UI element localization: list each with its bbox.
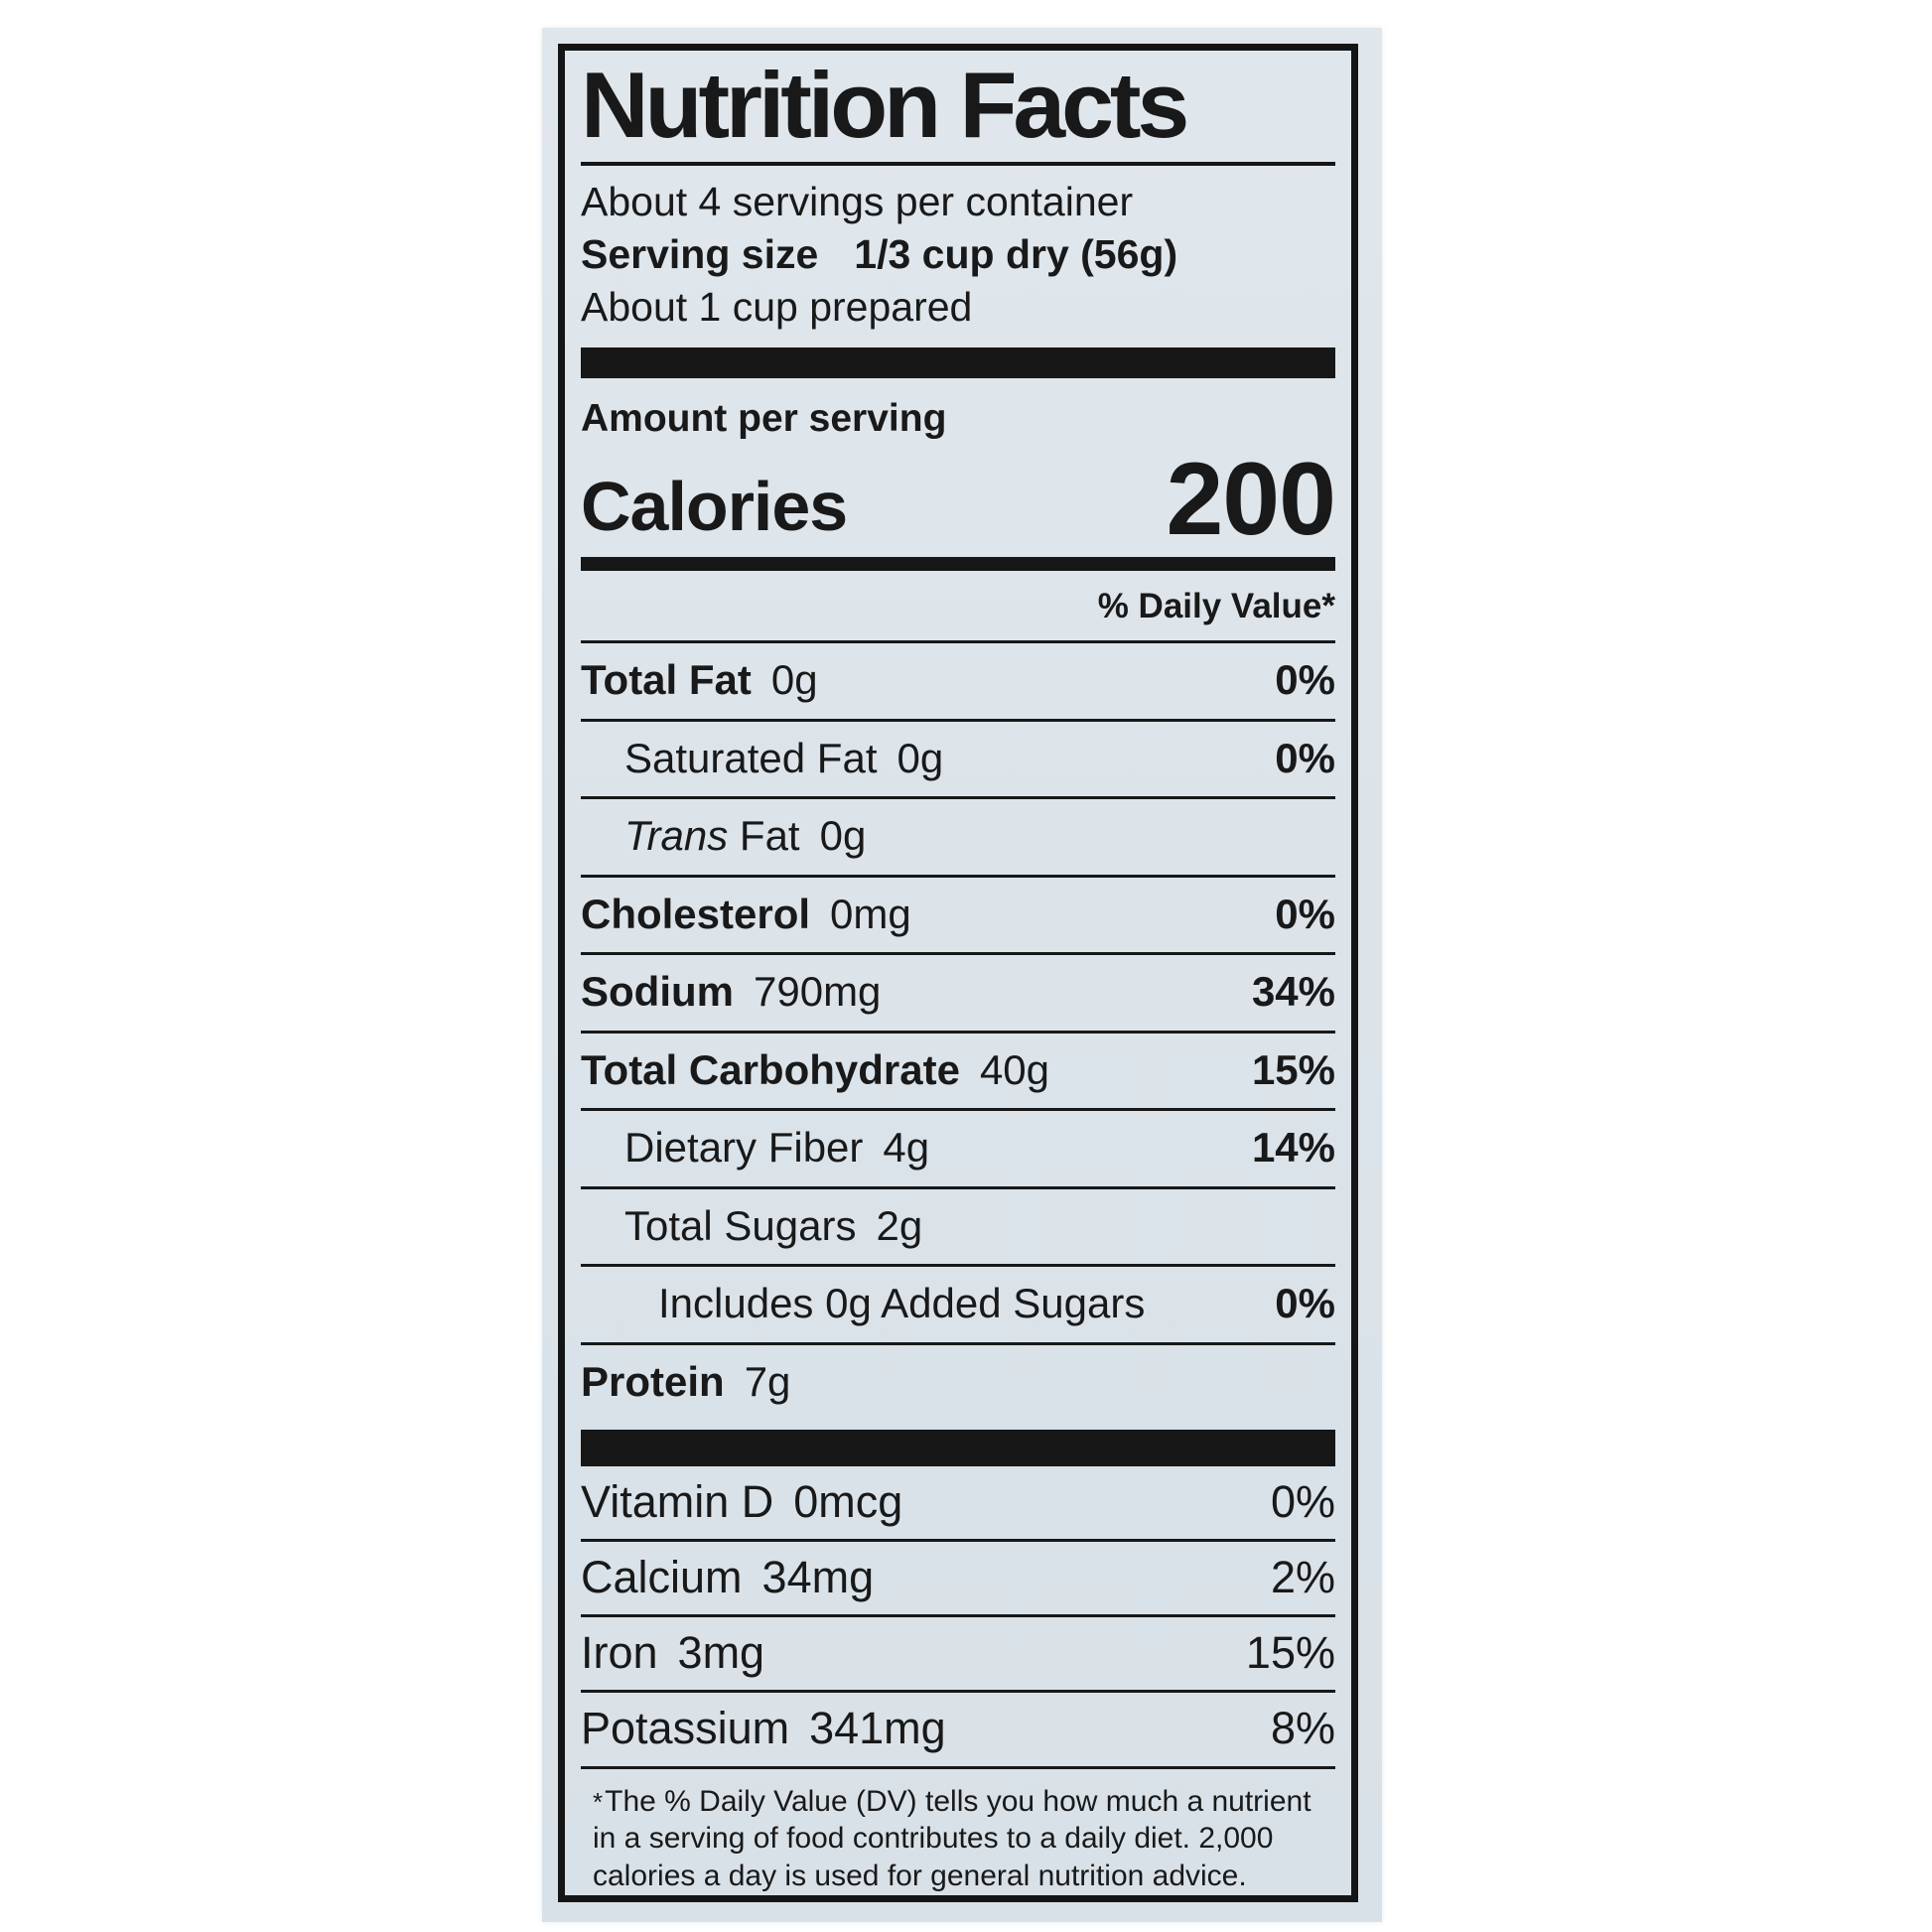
micronutrient-row-calcium: Calcium 34mg 2% <box>581 1538 1335 1614</box>
nutrient-row-total-fat: Total Fat 0g 0% <box>581 640 1335 719</box>
nutrient-name-amount: Total Carbohydrate 40g <box>581 1045 1050 1093</box>
micronutrient-dv: 2% <box>1270 1551 1335 1602</box>
nutrient-row-added-sugars: Includes 0g Added Sugars 0% <box>581 1264 1335 1342</box>
calories-label: Calories <box>581 468 848 545</box>
nutrient-dv: 0% <box>1275 1280 1335 1327</box>
nutrient-row-trans-fat: Trans Fat 0g <box>581 796 1335 875</box>
calories-value: 200 <box>1166 442 1336 558</box>
nutrient-dv: 14% <box>1251 1124 1335 1172</box>
nutrition-label-photo: Nutrition Facts About 4 servings per con… <box>542 28 1382 1922</box>
serving-size-label: Serving size <box>581 230 819 277</box>
nutrient-name-amount: Trans Fat 0g <box>624 812 867 860</box>
nutrient-dv: 34% <box>1251 968 1335 1016</box>
footnote-line: calories a day is used for general nutri… <box>593 1860 1247 1893</box>
amount-per-serving-label: Amount per serving <box>581 397 947 441</box>
calories-row: Calories 200 <box>581 442 1336 558</box>
section-divider-bar-top <box>581 347 1335 379</box>
nutrient-row-dietary-fiber: Dietary Fiber 4g 14% <box>581 1108 1335 1186</box>
calories-divider-bar <box>581 557 1335 572</box>
nutrient-row-sodium: Sodium 790mg 34% <box>581 952 1335 1031</box>
footnote-line: in a serving of food contributes to a da… <box>593 1822 1274 1856</box>
micronutrient-dv: 15% <box>1245 1627 1335 1679</box>
footnote-line: * The % Daily Value (DV) tells you how m… <box>593 1783 1331 1821</box>
micronutrient-name-amount: Calcium 34mg <box>581 1551 875 1602</box>
nutrient-name-amount: Sodium 790mg <box>581 968 882 1016</box>
nutrient-name-amount: Dietary Fiber 4g <box>624 1124 930 1172</box>
nutrient-row-protein: Protein 7g <box>581 1341 1335 1421</box>
nutrient-dv: 0% <box>1275 890 1335 937</box>
serving-size-value: 1/3 cup dry (56g) <box>854 230 1178 277</box>
nutrient-row-total-carbohydrate: Total Carbohydrate 40g 15% <box>581 1030 1335 1109</box>
nutrient-name-amount: Saturated Fat 0g <box>624 734 944 781</box>
nutrient-dv: 0% <box>1275 734 1335 781</box>
daily-value-footnote: * The % Daily Value (DV) tells you how m… <box>581 1765 1335 1895</box>
nutrient-dv: 0% <box>1275 656 1335 704</box>
micronutrient-dv: 0% <box>1270 1475 1335 1527</box>
nutrient-name-amount: Total Sugars 2g <box>624 1201 923 1249</box>
micronutrient-row-iron: Iron 3mg 15% <box>581 1614 1335 1690</box>
nutrient-name-amount: Total Fat 0g <box>581 656 818 704</box>
nutrient-name-amount: Cholesterol 0mg <box>581 890 911 937</box>
micronutrient-row-vitamin-d: Vitamin D 0mcg 0% <box>581 1466 1335 1539</box>
section-divider-bar-bottom <box>581 1430 1335 1466</box>
nutrient-row-saturated-fat: Saturated Fat 0g 0% <box>581 718 1335 797</box>
nutrient-name-amount: Protein 7g <box>581 1357 791 1405</box>
nutrient-dv: 15% <box>1251 1045 1335 1093</box>
serving-size-row: Serving size 1/3 cup dry (56g) <box>581 228 1335 281</box>
micronutrient-name-amount: Iron 3mg <box>581 1627 765 1679</box>
daily-value-header: % Daily Value* <box>1097 587 1335 626</box>
footnote-asterisk: * <box>593 1786 604 1817</box>
nutrient-row-cholesterol: Cholesterol 0mg 0% <box>581 874 1335 953</box>
micronutrient-dv: 8% <box>1270 1703 1335 1754</box>
nutrient-row-total-sugars: Total Sugars 2g <box>581 1185 1335 1265</box>
panel-title: Nutrition Facts <box>581 53 1189 157</box>
nutrient-name-amount: Includes 0g Added Sugars <box>658 1280 1146 1327</box>
micronutrient-row-potassium: Potassium 341mg 8% <box>581 1690 1335 1765</box>
servings-per-container: About 4 servings per container <box>581 178 1134 224</box>
serving-size-prepared-note: About 1 cup prepared <box>581 283 973 330</box>
nutrition-facts-panel: Nutrition Facts About 4 servings per con… <box>558 44 1358 1902</box>
title-divider <box>581 161 1335 166</box>
micronutrient-name-amount: Potassium 341mg <box>581 1703 946 1754</box>
micronutrient-name-amount: Vitamin D 0mcg <box>581 1475 903 1527</box>
